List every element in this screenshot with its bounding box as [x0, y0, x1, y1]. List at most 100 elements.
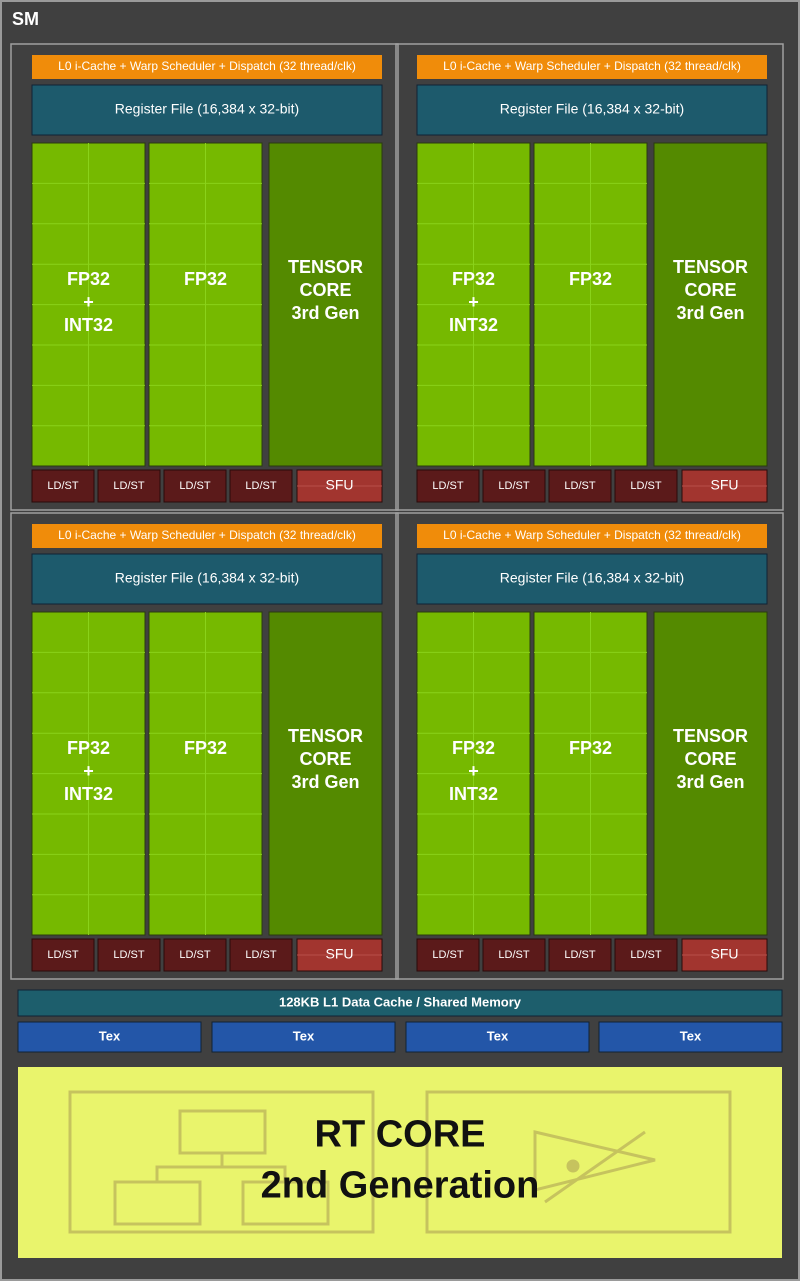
- core-label: INT32: [449, 784, 498, 804]
- core-label: FP32: [569, 738, 612, 758]
- ldst-unit: [31, 469, 95, 503]
- rt-core-box: [18, 1067, 782, 1258]
- ldst-label: LD/ST: [432, 949, 463, 961]
- register-file: [31, 553, 383, 605]
- tensor-core-label: 3rd Gen: [291, 303, 359, 323]
- tex-label: Tex: [680, 1028, 702, 1043]
- register-file-label: Register File (16,384 x 32-bit): [115, 570, 299, 586]
- core-label: FP32: [184, 269, 227, 289]
- tensor-core: [268, 142, 383, 467]
- tex-unit: [17, 1021, 202, 1053]
- register-file-label: Register File (16,384 x 32-bit): [500, 101, 684, 117]
- scheduler-bar: [32, 55, 382, 79]
- tensor-core-label: 3rd Gen: [676, 303, 744, 323]
- tex-label: Tex: [99, 1028, 121, 1043]
- ldst-label: LD/ST: [564, 949, 595, 961]
- tensor-core-label: TENSOR: [673, 257, 748, 277]
- ldst-unit: [614, 469, 678, 503]
- l1-cache-label: 128KB L1 Data Cache / Shared Memory: [279, 994, 522, 1009]
- scheduler-bar: [417, 55, 767, 79]
- core-label: INT32: [449, 315, 498, 335]
- scheduler-label: L0 i-Cache + Warp Scheduler + Dispatch (…: [443, 59, 741, 73]
- ldst-label: LD/ST: [179, 949, 210, 961]
- register-file-label: Register File (16,384 x 32-bit): [115, 101, 299, 117]
- sm-title: SM: [12, 9, 39, 29]
- ldst-label: LD/ST: [47, 949, 78, 961]
- tensor-core-label: CORE: [299, 749, 351, 769]
- tensor-core-label: TENSOR: [288, 726, 363, 746]
- ldst-unit: [97, 938, 161, 972]
- sfu-label: SFU: [711, 946, 739, 962]
- ldst-unit: [614, 938, 678, 972]
- ldst-unit: [229, 938, 293, 972]
- tensor-core: [653, 142, 768, 467]
- core-label: FP32: [184, 738, 227, 758]
- sfu-label: SFU: [326, 477, 354, 493]
- core-label: FP32: [569, 269, 612, 289]
- partition-frame: [10, 512, 399, 980]
- register-file-label: Register File (16,384 x 32-bit): [500, 570, 684, 586]
- l1-cache: [17, 989, 783, 1017]
- ldst-unit: [482, 469, 546, 503]
- rt-core-label: RT CORE: [315, 1114, 486, 1156]
- ldst-label: LD/ST: [245, 949, 276, 961]
- core-label: +: [468, 761, 479, 781]
- ldst-unit: [416, 469, 480, 503]
- tensor-core: [653, 611, 768, 936]
- ldst-unit: [548, 469, 612, 503]
- ldst-label: LD/ST: [113, 949, 144, 961]
- core-label: +: [83, 292, 94, 312]
- ldst-label: LD/ST: [179, 480, 210, 492]
- partition-frame: [10, 43, 399, 511]
- tex-unit: [405, 1021, 590, 1053]
- register-file: [31, 84, 383, 136]
- ldst-unit: [163, 469, 227, 503]
- ldst-unit: [482, 938, 546, 972]
- ldst-unit: [416, 938, 480, 972]
- tex-unit: [598, 1021, 783, 1053]
- ldst-label: LD/ST: [498, 949, 529, 961]
- tex-unit: [211, 1021, 396, 1053]
- core-label: FP32: [67, 269, 110, 289]
- core-label: +: [83, 761, 94, 781]
- rt-core-label: 2nd Generation: [261, 1165, 540, 1207]
- tex-label: Tex: [487, 1028, 509, 1043]
- core-label: INT32: [64, 315, 113, 335]
- tex-label: Tex: [293, 1028, 315, 1043]
- ldst-unit: [548, 938, 612, 972]
- tensor-core-label: CORE: [299, 280, 351, 300]
- ldst-label: LD/ST: [432, 480, 463, 492]
- ldst-unit: [229, 469, 293, 503]
- rt-core-decoration: [68, 1090, 732, 1234]
- sfu-label: SFU: [326, 946, 354, 962]
- partition-frame: [395, 43, 784, 511]
- core-label: +: [468, 292, 479, 312]
- scheduler-bar: [417, 524, 767, 548]
- tensor-core-label: TENSOR: [288, 257, 363, 277]
- sfu-label: SFU: [711, 477, 739, 493]
- ldst-label: LD/ST: [630, 949, 661, 961]
- tensor-core: [268, 611, 383, 936]
- tensor-core-label: TENSOR: [673, 726, 748, 746]
- ldst-label: LD/ST: [498, 480, 529, 492]
- tensor-core-label: 3rd Gen: [291, 772, 359, 792]
- partition-frame: [395, 512, 784, 980]
- ldst-label: LD/ST: [630, 480, 661, 492]
- ldst-label: LD/ST: [245, 480, 276, 492]
- scheduler-bar: [32, 524, 382, 548]
- tensor-core-label: CORE: [684, 280, 736, 300]
- ldst-label: LD/ST: [47, 480, 78, 492]
- core-label: FP32: [452, 738, 495, 758]
- scheduler-label: L0 i-Cache + Warp Scheduler + Dispatch (…: [58, 59, 356, 73]
- ldst-label: LD/ST: [113, 480, 144, 492]
- register-file: [416, 84, 768, 136]
- tensor-core-label: CORE: [684, 749, 736, 769]
- ldst-unit: [31, 938, 95, 972]
- scheduler-label: L0 i-Cache + Warp Scheduler + Dispatch (…: [58, 528, 356, 542]
- core-label: FP32: [67, 738, 110, 758]
- core-label: FP32: [452, 269, 495, 289]
- ldst-unit: [97, 469, 161, 503]
- ldst-unit: [163, 938, 227, 972]
